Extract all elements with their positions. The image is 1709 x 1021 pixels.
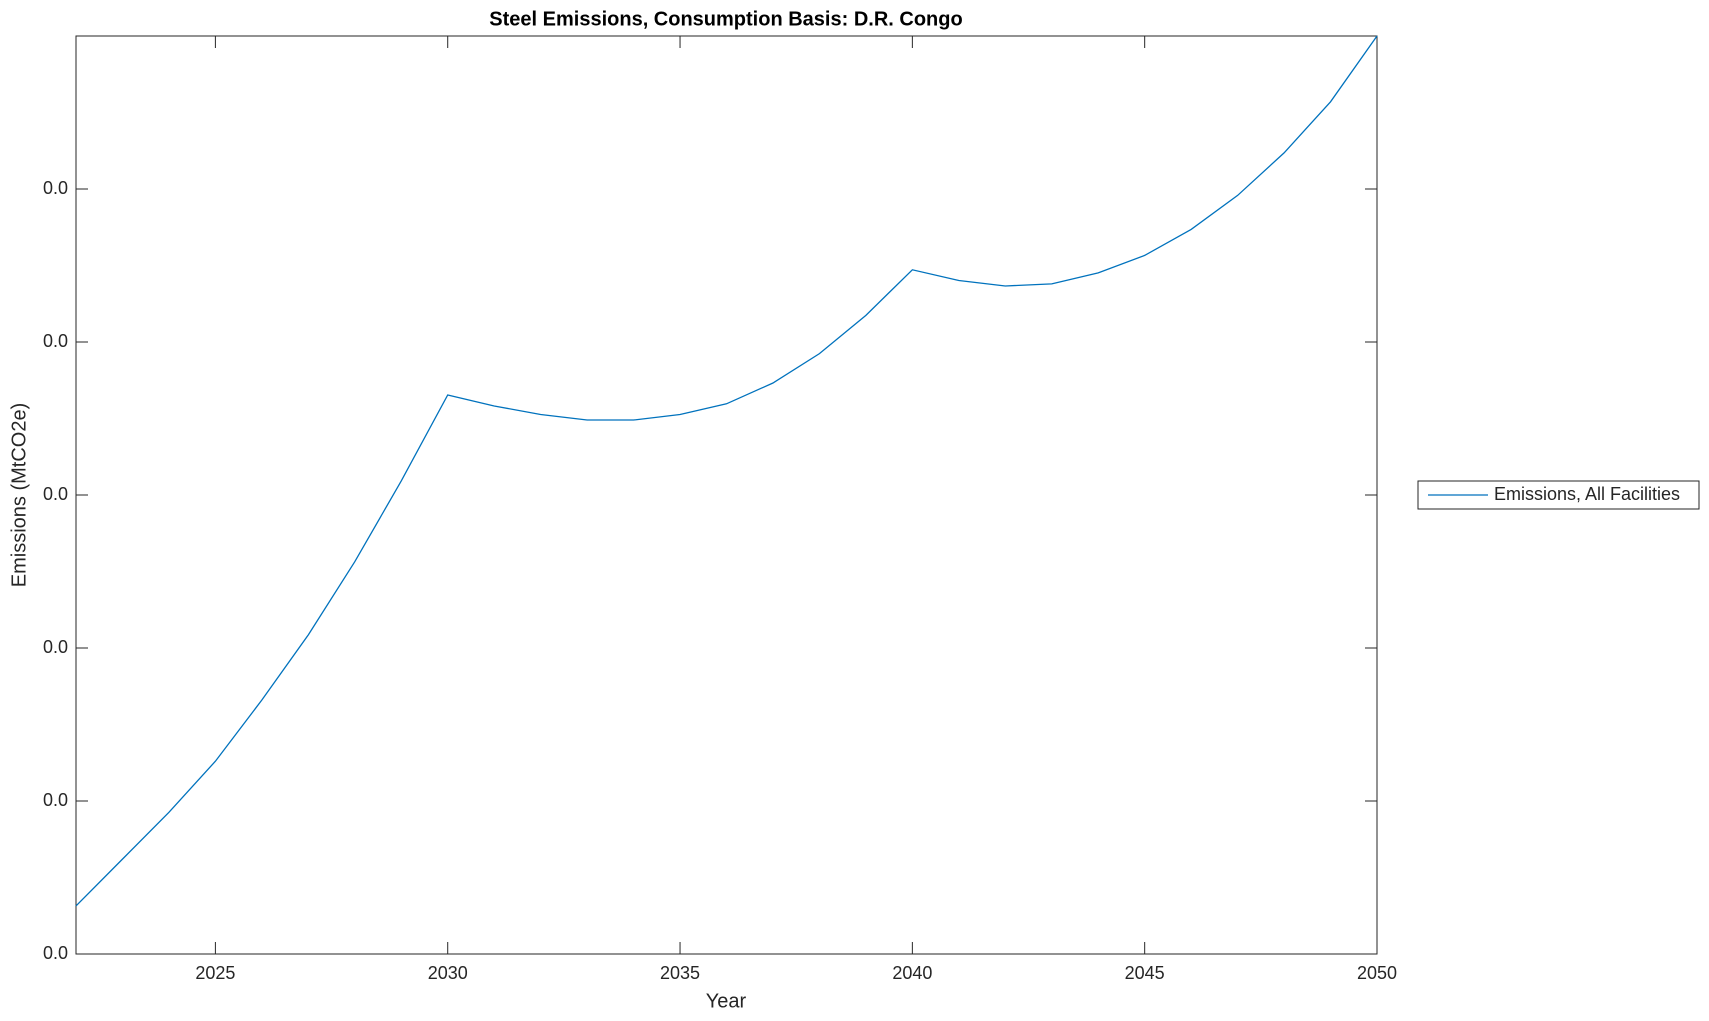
y-tick-label: 0.0 xyxy=(43,637,68,657)
y-tick-label: 0.0 xyxy=(43,331,68,351)
y-tick-label: 0.0 xyxy=(43,178,68,198)
x-tick-label: 2030 xyxy=(428,963,468,983)
y-tick-label: 0.0 xyxy=(43,484,68,504)
data-line xyxy=(75,35,1378,907)
x-axis-label: Year xyxy=(706,990,747,1012)
x-tick-label: 2040 xyxy=(892,963,932,983)
legend-label: Emissions, All Facilities xyxy=(1494,484,1680,504)
x-tick-label: 2035 xyxy=(660,963,700,983)
y-tick-label: 0.0 xyxy=(43,943,68,963)
x-tick-label: 2050 xyxy=(1357,963,1397,983)
x-tick-label: 2025 xyxy=(195,963,235,983)
x-tick-label: 2045 xyxy=(1125,963,1165,983)
chart-title: Steel Emissions, Consumption Basis: D.R.… xyxy=(489,8,962,30)
y-tick-label: 0.0 xyxy=(43,790,68,810)
y-axis-label: Emissions (MtCO2e) xyxy=(8,403,30,587)
